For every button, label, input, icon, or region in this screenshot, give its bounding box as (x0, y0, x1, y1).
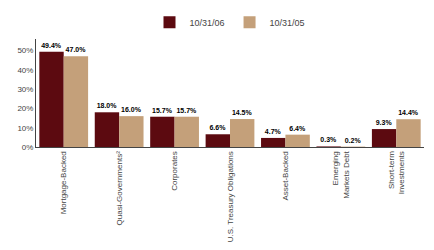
svg-text:6.6%: 6.6% (209, 124, 226, 131)
svg-text:15.7%: 15.7% (176, 107, 197, 114)
svg-text:9.3%: 9.3% (376, 119, 393, 126)
svg-text:10/31/05: 10/31/05 (270, 18, 305, 28)
svg-text:0.2%: 0.2% (345, 137, 362, 144)
svg-text:18.0%: 18.0% (97, 102, 118, 109)
svg-text:0.3%: 0.3% (320, 136, 337, 143)
svg-text:10/31/06: 10/31/06 (190, 18, 225, 28)
svg-text:47.0%: 47.0% (66, 46, 87, 53)
svg-text:4.7%: 4.7% (265, 128, 282, 135)
svg-text:Corporates: Corporates (170, 151, 179, 191)
svg-text:Mortgage-Backed: Mortgage-Backed (59, 151, 68, 214)
svg-text:49.4%: 49.4% (41, 42, 62, 49)
svg-text:0%: 0% (22, 143, 34, 152)
svg-text:16.0%: 16.0% (121, 106, 142, 113)
svg-text:20%: 20% (17, 104, 33, 113)
svg-text:Asset-Backed: Asset-Backed (281, 151, 290, 200)
svg-text:50%: 50% (17, 46, 33, 55)
svg-text:14.4%: 14.4% (398, 109, 419, 116)
svg-text:EmergingMarkets Debt: EmergingMarkets Debt (331, 150, 350, 198)
svg-text:U.S. Treasury Obligations: U.S. Treasury Obligations (226, 151, 235, 242)
svg-text:40%: 40% (17, 66, 33, 75)
svg-text:6.4%: 6.4% (289, 125, 306, 132)
svg-text:10%: 10% (17, 124, 33, 133)
svg-text:30%: 30% (17, 85, 33, 94)
svg-text:Short-termInvestments: Short-termInvestments (387, 151, 406, 194)
svg-text:14.5%: 14.5% (232, 109, 253, 116)
svg-text:15.7%: 15.7% (152, 107, 173, 114)
svg-text:Quasi-Governments²: Quasi-Governments² (115, 151, 124, 226)
